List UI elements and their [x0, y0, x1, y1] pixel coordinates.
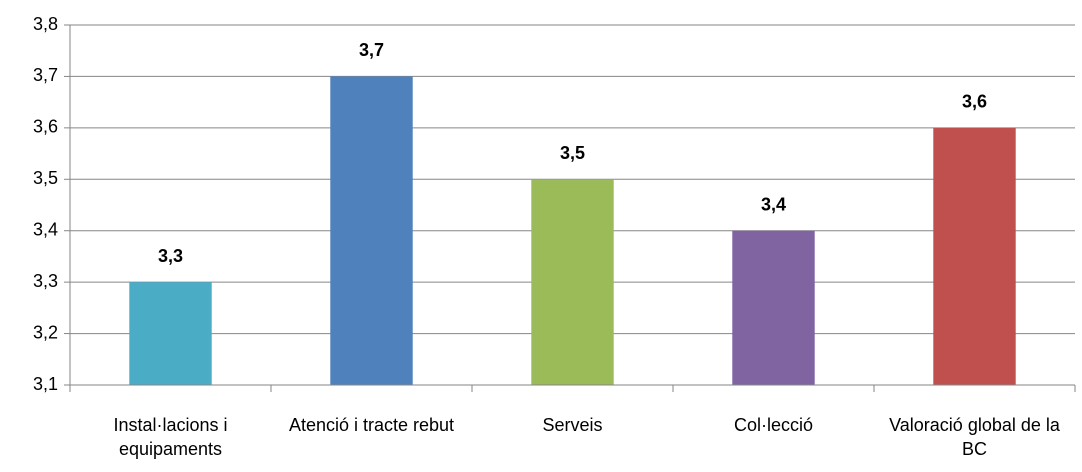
bar	[330, 76, 413, 385]
y-tick-label: 3,3	[33, 271, 58, 291]
y-tick-label: 3,2	[33, 322, 58, 342]
value-label: 3,6	[962, 92, 987, 112]
x-tick-label: Col·lecció	[733, 415, 814, 435]
bar	[933, 127, 1016, 385]
x-tick-label: Instal·lacions i equipaments	[113, 415, 228, 459]
value-label: 3,3	[158, 246, 183, 266]
y-tick-label: 3,4	[33, 219, 58, 239]
bar	[732, 230, 815, 385]
y-tick-label: 3,5	[33, 168, 58, 188]
bar	[129, 282, 212, 385]
y-tick-label: 3,8	[33, 14, 58, 34]
value-label: 3,7	[359, 40, 384, 60]
x-tick-label: Valoració global de la BC	[889, 415, 1060, 459]
value-label: 3,5	[560, 143, 585, 163]
value-label: 3,4	[761, 194, 786, 214]
bar	[531, 179, 614, 385]
y-tick-label: 3,7	[33, 65, 58, 85]
x-tick-label: Serveis	[542, 415, 603, 435]
x-tick-label: Atenció i tracte rebut	[288, 415, 455, 435]
y-tick-label: 3,1	[33, 374, 58, 394]
y-tick-label: 3,6	[33, 117, 58, 137]
